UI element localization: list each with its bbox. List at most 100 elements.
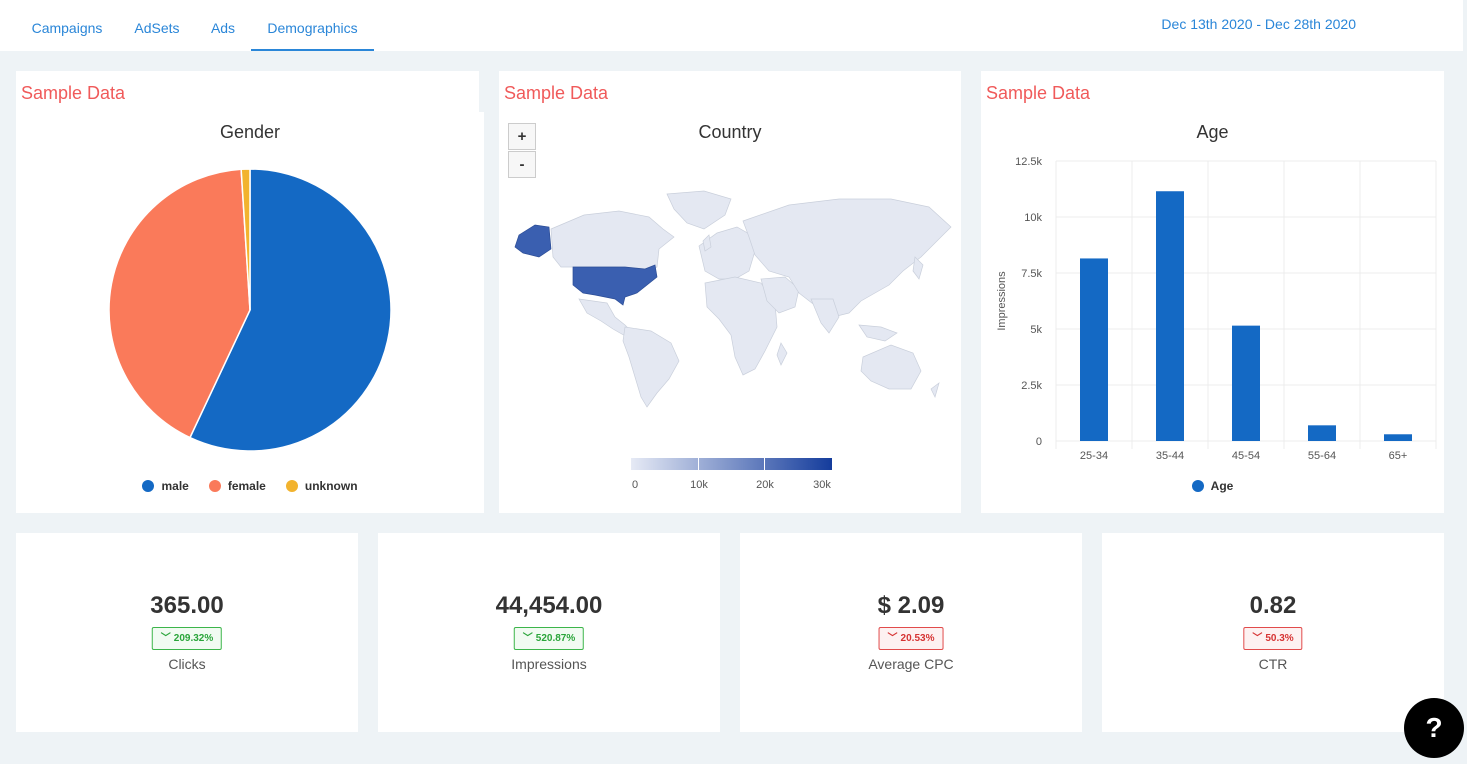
map-region-new-zealand	[930, 382, 940, 398]
legend-item-age[interactable]: Age	[1191, 479, 1234, 493]
stat-change-badge: ﹀ 209.32%	[151, 627, 223, 650]
map-region-middle-east	[760, 276, 800, 314]
stat-label: CTR	[1258, 656, 1288, 672]
color-scale-tick: 20k	[756, 479, 774, 491]
stat-change-value: 209.32%	[173, 633, 214, 644]
map-region-south-america	[622, 326, 680, 408]
pie-slice-female[interactable]	[108, 168, 251, 439]
legend-label: female	[227, 479, 266, 493]
bar-45-54[interactable]	[1232, 325, 1260, 441]
stat-label: Clicks	[168, 656, 206, 672]
age-card: Sample Data Age 0 2.5k 5k 7.5k 10k 12.5k 25-34…	[981, 71, 1444, 513]
map-color-scale	[631, 458, 832, 470]
legend-marker	[285, 480, 298, 492]
bar-65+[interactable]	[1384, 434, 1412, 441]
bar-25-34[interactable]	[1080, 258, 1108, 441]
legend-item-female[interactable]: female	[208, 479, 266, 493]
top-bar: Campaigns AdSets Ads Demographics Dec 13…	[0, 0, 1463, 51]
gender-card: Sample Data Gender male female unknown	[16, 71, 484, 513]
stat-change-badge: ﹀ 520.87%	[513, 627, 585, 650]
tab-ads[interactable]: Ads	[210, 20, 236, 36]
stat-value: 0.82	[1249, 592, 1297, 619]
bar-35-44[interactable]	[1156, 191, 1184, 441]
age-legend: Age	[981, 479, 1444, 495]
world-map	[514, 190, 952, 408]
tab-demographics[interactable]: Demographics	[251, 0, 374, 51]
color-scale-tick: 0	[631, 479, 639, 491]
stat-value: 44,454.00	[495, 592, 603, 619]
help-button[interactable]: ?	[1404, 698, 1464, 758]
chevron-down-icon: ﹀	[522, 633, 533, 644]
color-scale-tick: 10k	[690, 479, 708, 491]
stat-label: Average CPC	[868, 656, 954, 672]
pie-slice-male[interactable]	[188, 168, 392, 452]
country-card: Sample Data Country + -	[499, 71, 961, 513]
x-tick-label: 55-64	[1308, 450, 1336, 462]
zoom-out-button[interactable]: -	[508, 151, 536, 178]
legend-marker	[1191, 480, 1204, 492]
stat-change-value: 20.53%	[900, 633, 935, 644]
x-tick-label: 45-54	[1232, 450, 1260, 462]
y-tick-label: 2.5k	[1021, 380, 1042, 392]
y-tick-label: 10k	[1024, 212, 1042, 224]
map-region-europe	[698, 226, 756, 280]
y-axis-label: Impressions	[996, 271, 1008, 331]
pie-slice-unknown[interactable]	[240, 168, 251, 311]
legend-label: male	[161, 479, 189, 493]
stat-card-impressions: 44,454.00 ﹀ 520.87% Impressions	[378, 533, 720, 732]
color-scale-divider	[764, 458, 765, 470]
x-tick-label: 35-44	[1156, 450, 1184, 462]
map-region-se-asia	[858, 324, 898, 342]
legend-item-unknown[interactable]: unknown	[285, 479, 358, 493]
sample-data-label: Sample Data	[21, 83, 126, 103]
stat-label: Impressions	[511, 656, 587, 672]
map-region-usa	[572, 264, 658, 306]
sample-data-label: Sample Data	[986, 83, 1091, 103]
zoom-in-button[interactable]: +	[508, 123, 536, 150]
legend-label: Age	[1210, 479, 1234, 493]
chart-title: Age	[1196, 122, 1229, 142]
stat-card-ctr: 0.82 ﹀ 50.3% CTR	[1102, 533, 1444, 732]
map-region-madagascar	[776, 342, 788, 366]
map-region-asia	[742, 198, 952, 318]
x-tick-label: 65+	[1389, 450, 1408, 462]
y-tick-label: 7.5k	[1021, 268, 1042, 280]
date-range-picker[interactable]: Dec 13th 2020 - Dec 28th 2020	[1161, 16, 1356, 32]
map-region-africa	[704, 276, 778, 376]
map-region-greenland	[666, 190, 732, 230]
legend-marker	[208, 480, 221, 492]
bar-55-64[interactable]	[1308, 425, 1336, 441]
map-region-canada	[550, 210, 675, 272]
legend-marker	[142, 480, 155, 492]
tab-campaigns[interactable]: Campaigns	[31, 20, 103, 36]
stat-card-clicks: 365.00 ﹀ 209.32% Clicks	[16, 533, 358, 732]
gender-pie-chart	[108, 168, 392, 452]
y-tick-label: 5k	[1030, 324, 1042, 336]
chart-title: Gender	[219, 122, 281, 142]
map-region-alaska	[514, 224, 552, 258]
stat-card-average-cpc: $ 2.09 ﹀ 20.53% Average CPC	[740, 533, 1082, 732]
map-region-uk	[702, 234, 712, 252]
map-region-india	[810, 298, 840, 334]
chevron-down-icon: ﹀	[887, 633, 898, 644]
stat-change-badge: ﹀ 20.53%	[878, 627, 944, 650]
legend-label: unknown	[304, 479, 358, 493]
map-region-australia	[860, 344, 922, 390]
y-tick-label: 12.5k	[1015, 156, 1042, 168]
color-scale-tick: 30k	[813, 479, 831, 491]
stat-value: $ 2.09	[877, 592, 945, 619]
sample-data-label: Sample Data	[504, 83, 609, 103]
tab-adsets[interactable]: AdSets	[134, 20, 180, 36]
x-tick-label: 25-34	[1080, 450, 1108, 462]
legend-item-male[interactable]: male	[142, 479, 189, 493]
chevron-down-icon: ﹀	[160, 633, 171, 644]
y-tick-label: 0	[1036, 436, 1042, 448]
chart-title: Country	[698, 122, 762, 142]
stat-change-value: 50.3%	[1265, 633, 1294, 644]
color-scale-divider	[698, 458, 699, 470]
age-bar-chart: 0 2.5k 5k 7.5k 10k 12.5k 25-34 35-44 45-54 55-64 6…	[996, 156, 1437, 462]
stat-value: 365.00	[150, 592, 224, 619]
stat-change-value: 520.87%	[535, 633, 576, 644]
map-region-japan	[912, 256, 924, 280]
gender-legend: male female unknown	[16, 479, 484, 495]
